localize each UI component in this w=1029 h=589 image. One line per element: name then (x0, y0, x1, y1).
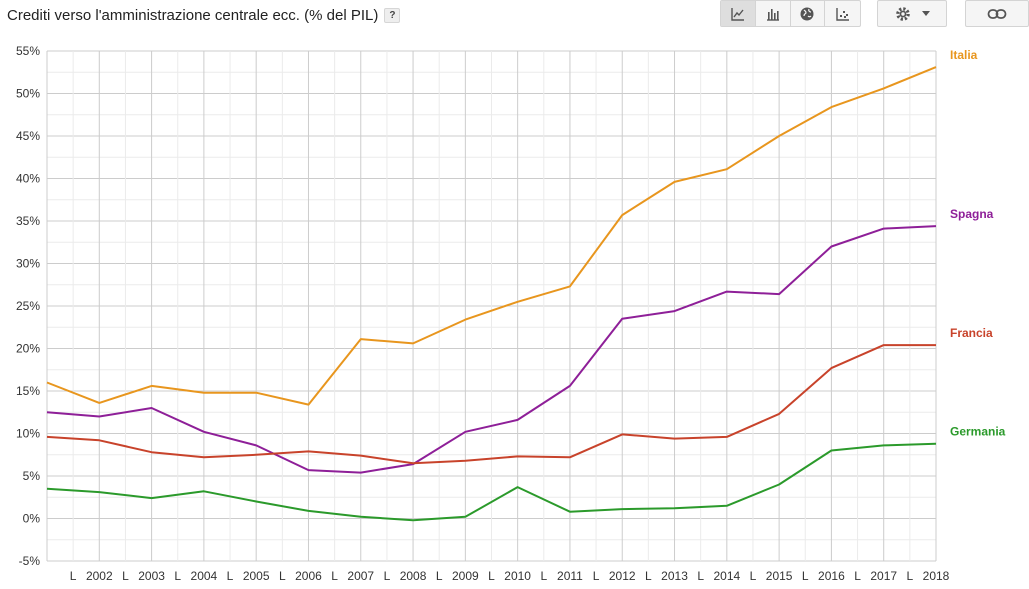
x-tick-label: L (697, 569, 704, 583)
x-tick-label: L (645, 569, 652, 583)
link-icon (987, 8, 1007, 19)
x-tick-label: 2014 (713, 569, 740, 583)
y-tick-label: 30% (16, 257, 40, 271)
series-line-francia[interactable] (46, 344, 936, 465)
series-line-germania[interactable] (46, 442, 937, 522)
x-tick-label: L (436, 569, 443, 583)
y-tick-label: 40% (16, 172, 40, 186)
help-button[interactable]: ? (384, 8, 401, 23)
y-tick-label: 25% (16, 299, 40, 313)
chart-header: Crediti verso l'amministrazione centrale… (0, 0, 1029, 36)
series-labels: Italia Spagna Francia Germania (950, 48, 1006, 439)
x-tick-label: L (488, 569, 495, 583)
series-line-spagna[interactable] (46, 225, 937, 474)
settings-menu-button[interactable] (877, 0, 947, 27)
x-tick-label: 2018 (923, 569, 950, 583)
x-tick-label: 2010 (504, 569, 531, 583)
x-tick-label: 2003 (138, 569, 165, 583)
y-tick-label: 55% (16, 44, 40, 58)
x-tick-label: L (331, 569, 338, 583)
line-chart-icon (731, 7, 744, 21)
x-tick-label: 2013 (661, 569, 688, 583)
x-tick-label: L (384, 569, 391, 583)
x-tick-label: 2009 (452, 569, 479, 583)
x-tick-label: 2016 (818, 569, 845, 583)
line-chart-button[interactable] (721, 1, 756, 26)
y-tick-label: 0% (23, 512, 41, 526)
x-tick-label: 2007 (347, 569, 374, 583)
x-tick-label: 2006 (295, 569, 322, 583)
x-tick-label: L (854, 569, 861, 583)
link-button[interactable] (965, 0, 1029, 27)
chart-title: Crediti verso l'amministrazione centrale… (7, 7, 401, 24)
y-tick-label: 5% (23, 469, 41, 483)
x-tick-label: L (540, 569, 547, 583)
x-tick-label: 2017 (870, 569, 897, 583)
scatter-chart-button[interactable] (825, 1, 860, 26)
x-tick-label: L (802, 569, 809, 583)
chevron-down-icon (922, 10, 930, 16)
x-tick-label: L (174, 569, 181, 583)
y-tick-label: 50% (16, 87, 40, 101)
x-tick-label: 2002 (86, 569, 113, 583)
globe-icon (800, 7, 814, 20)
x-tick-label: 2011 (557, 569, 583, 583)
y-tick-label: 20% (16, 342, 40, 356)
x-tick-label: L (70, 569, 77, 583)
bar-chart-button[interactable] (756, 1, 791, 26)
map-chart-button[interactable] (791, 1, 826, 26)
x-tick-label: 2008 (400, 569, 427, 583)
chart-type-toolbar (720, 0, 861, 27)
bar-chart-icon (766, 8, 779, 21)
y-axis: -5% 0% 5% 10% 15% 20% 25% 30% 35% 40% 45% 50% 55% (16, 44, 40, 568)
y-tick-label: -5% (19, 554, 41, 568)
x-tick-label: L (750, 569, 757, 583)
x-tick-label: 2012 (609, 569, 636, 583)
y-tick-label: 10% (16, 427, 40, 441)
y-tick-label: 45% (16, 129, 40, 143)
series-label-francia[interactable]: Francia (950, 326, 993, 340)
gear-icon (896, 6, 910, 21)
chart-series (46, 66, 937, 522)
x-tick-label: L (593, 569, 600, 583)
x-tick-label: L (122, 569, 129, 583)
x-axis: L 2002 L 2003 L 2004 L 2005 L 2006 L 2007 L 2008 L 2009… (70, 569, 950, 583)
x-tick-label: 2004 (191, 569, 218, 583)
x-tick-label: L (279, 569, 286, 583)
scatter-chart-icon (835, 7, 849, 21)
x-tick-label: 2005 (243, 569, 270, 583)
series-label-italia[interactable]: Italia (950, 48, 978, 62)
series-label-spagna[interactable]: Spagna (950, 207, 994, 221)
chart-title-text: Crediti verso l'amministrazione centrale… (7, 7, 379, 24)
y-tick-label: 15% (16, 384, 40, 398)
series-label-germania[interactable]: Germania (950, 425, 1006, 439)
y-tick-label: 35% (16, 214, 40, 228)
chart-grid (46, 50, 937, 562)
series-line-italia[interactable] (46, 66, 937, 406)
x-tick-label: L (227, 569, 234, 583)
x-tick-label: L (907, 569, 914, 583)
x-tick-label: 2015 (766, 569, 793, 583)
